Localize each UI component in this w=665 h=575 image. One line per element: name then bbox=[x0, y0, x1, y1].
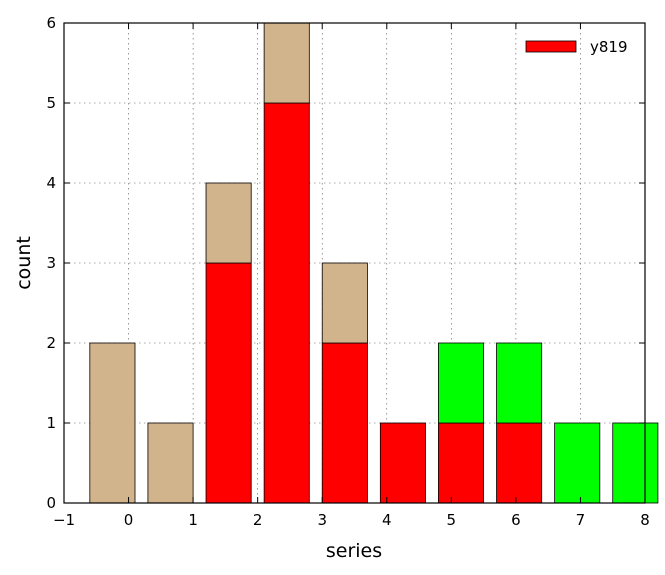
legend-label-y819: y819 bbox=[590, 38, 628, 56]
x-tick-label: 4 bbox=[382, 511, 392, 529]
y-tick-label: 2 bbox=[46, 334, 56, 352]
x-tick-label: 2 bbox=[253, 511, 263, 529]
x-tick-label: 8 bbox=[640, 511, 650, 529]
x-tick-label: 1 bbox=[188, 511, 198, 529]
y-tick-label: 0 bbox=[46, 494, 56, 512]
bar-y819-5 bbox=[379, 422, 426, 504]
bar-y819-7 bbox=[496, 422, 543, 504]
y-tick-label: 6 bbox=[46, 14, 56, 32]
bar-series-green-7 bbox=[496, 342, 543, 424]
legend: y819 bbox=[525, 38, 628, 56]
bar-series-tan-3 bbox=[263, 22, 310, 104]
bar-series-green-6 bbox=[438, 342, 485, 424]
y-tick-label: 5 bbox=[46, 94, 56, 112]
bar-series-green-9 bbox=[612, 422, 659, 504]
bar-y819-3 bbox=[263, 102, 310, 504]
x-tick-label: 6 bbox=[511, 511, 521, 529]
bar-series-tan-2 bbox=[205, 182, 252, 264]
y-tick-label: 4 bbox=[46, 174, 56, 192]
bar-series-green-8 bbox=[554, 422, 601, 504]
x-tick-label: 3 bbox=[317, 511, 327, 529]
bar-series-tan-0 bbox=[89, 342, 136, 504]
x-tick-label: 5 bbox=[447, 511, 457, 529]
ticks-group bbox=[63, 22, 646, 504]
bar-series-tan-4 bbox=[321, 262, 368, 344]
y-tick-labels: 0 1 2 3 4 5 6 bbox=[46, 14, 56, 512]
y-tick-label: 3 bbox=[46, 254, 56, 272]
bar-y819-2 bbox=[205, 262, 252, 504]
bar-y819-6 bbox=[438, 422, 485, 504]
x-tick-label: −1 bbox=[53, 511, 75, 529]
y-axis-title: count bbox=[13, 236, 35, 290]
x-tick-label: 7 bbox=[576, 511, 586, 529]
y-tick-label: 1 bbox=[46, 414, 56, 432]
x-tick-label: 0 bbox=[124, 511, 134, 529]
legend-swatch-y819 bbox=[525, 40, 577, 53]
x-tick-labels: −1 0 1 2 3 4 5 6 7 8 bbox=[53, 511, 650, 529]
x-axis-title: series bbox=[326, 540, 382, 562]
bars-group bbox=[89, 22, 659, 504]
bar-series-tan-1 bbox=[147, 422, 194, 504]
bar-y819-4 bbox=[321, 342, 368, 504]
